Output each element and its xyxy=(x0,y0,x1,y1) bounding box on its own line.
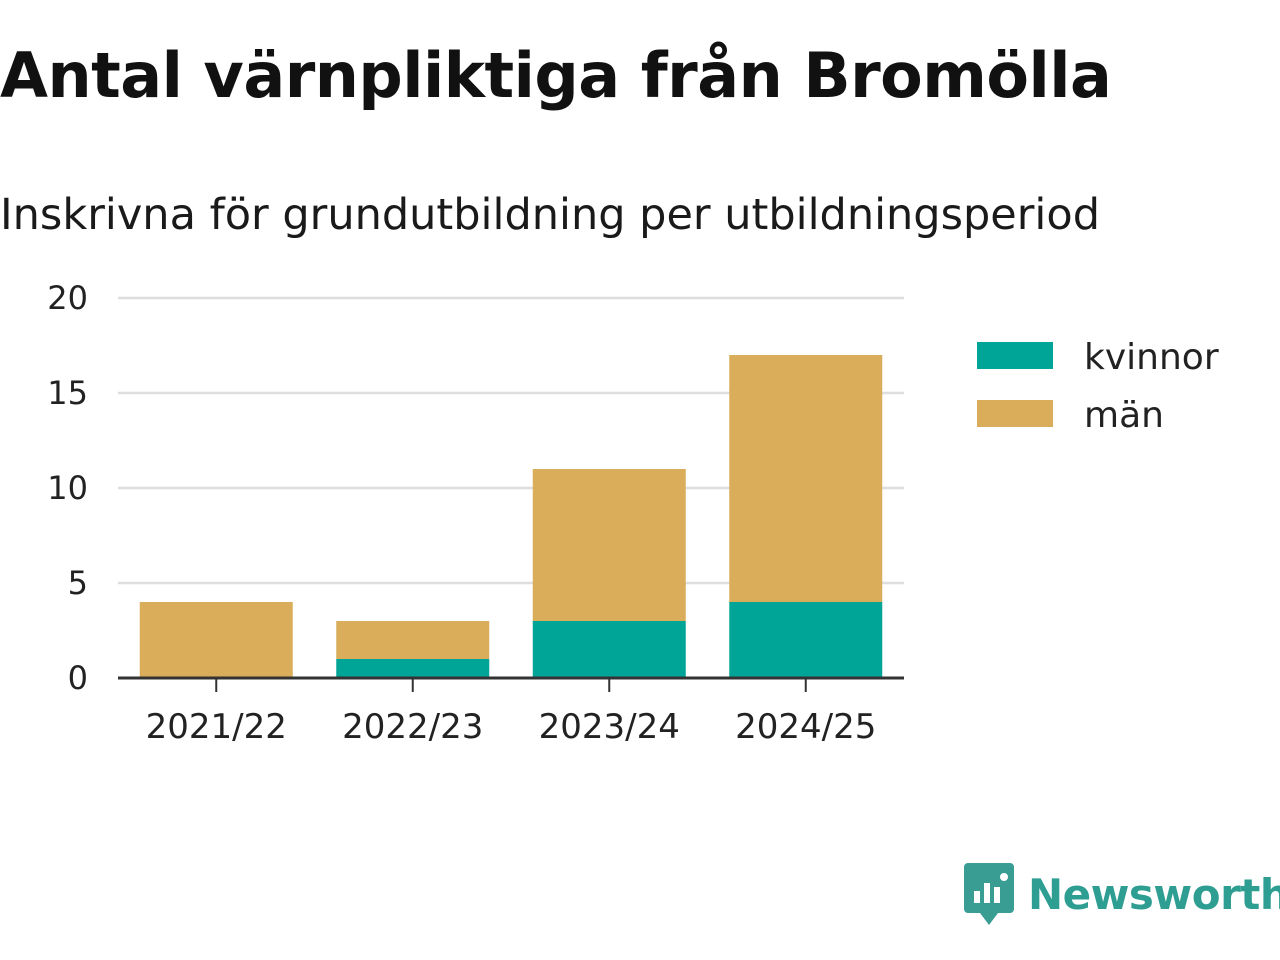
bar-män-2024-25 xyxy=(729,355,883,602)
y-tick-label: 5 xyxy=(68,564,88,602)
bar-män-2023-24 xyxy=(532,469,686,621)
chart-title: Antal värnpliktiga från Bromölla xyxy=(0,39,1112,112)
bars xyxy=(139,355,883,678)
bar-kvinnor-2022-23 xyxy=(336,659,490,678)
legend-label-kvinnor: kvinnor xyxy=(1084,337,1219,378)
brand-logo: Newsworthy xyxy=(964,862,1280,926)
brand-name: Newsworthy xyxy=(1028,869,1280,919)
bar-kvinnor-2023-24 xyxy=(532,621,686,678)
axes: 0 5 10 15 20 2021/22 2022/23 2023/24 2024/25 xyxy=(47,279,904,747)
x-tick-label: 2024/25 xyxy=(735,707,876,747)
x-tick-label: 2022/23 xyxy=(342,707,483,747)
legend-label-män: män xyxy=(1084,395,1164,436)
bar-kvinnor-2024-25 xyxy=(729,602,883,678)
bar-män-2021-22 xyxy=(139,602,293,678)
x-tick-label: 2023/24 xyxy=(539,707,680,747)
legend-swatch-kvinnor xyxy=(977,342,1053,369)
bar-män-2022-23 xyxy=(336,621,490,659)
y-tick-label: 0 xyxy=(68,659,88,697)
newsworthy-logo-icon xyxy=(964,863,1014,925)
chart-subtitle: Inskrivna för grundutbildning per utbild… xyxy=(0,190,1100,240)
legend: kvinnor män xyxy=(977,337,1219,436)
y-tick-label: 15 xyxy=(47,374,88,412)
legend-swatch-män xyxy=(977,400,1053,427)
y-tick-label: 10 xyxy=(47,469,88,507)
y-tick-label: 20 xyxy=(47,279,88,317)
x-tick-label: 2021/22 xyxy=(146,707,287,747)
